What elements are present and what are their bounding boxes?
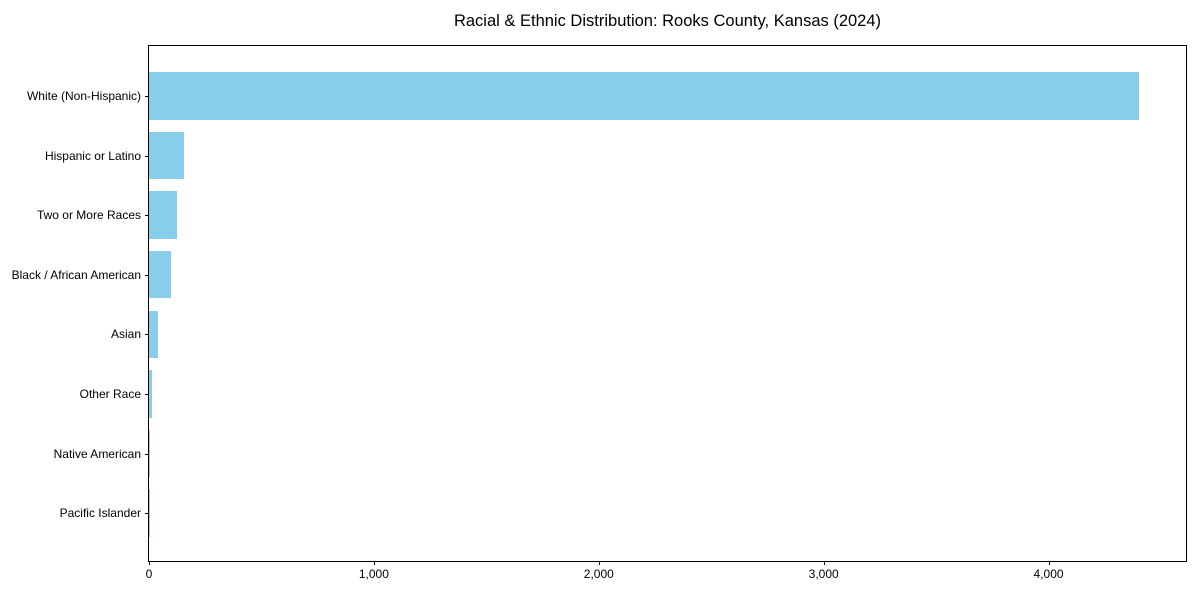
y-tick-mark (145, 155, 149, 157)
bar-asian (149, 310, 158, 359)
y-tick-mark (145, 95, 149, 97)
y-tick-label-black-african-american: Black / African American (11, 267, 141, 282)
x-tick-mark (598, 561, 600, 565)
x-tick-label-4-000: 4,000 (1033, 567, 1064, 581)
x-tick-label-0: 0 (145, 567, 153, 581)
y-tick-label-asian: Asian (110, 327, 141, 342)
y-tick-label-hispanic-or-latino: Hispanic or Latino (44, 148, 141, 163)
y-tick-mark (145, 513, 149, 515)
y-tick-mark (145, 393, 149, 395)
bar-native-american (149, 429, 150, 478)
bar-two-or-more-races (149, 191, 178, 239)
x-tick-mark (373, 561, 375, 565)
x-tick-label-1-000: 1,000 (358, 567, 389, 581)
y-tick-mark (145, 334, 149, 336)
y-tick-label-white-non-hispanic: White (Non-Hispanic) (26, 88, 141, 103)
bar-white-non-hispanic (149, 72, 1139, 120)
chart-title: Racial & Ethnic Distribution: Rooks Coun… (453, 12, 882, 30)
x-tick-mark (823, 561, 825, 565)
bar-black-african-american (149, 250, 172, 299)
y-tick-label-native-american: Native American (53, 446, 141, 461)
bar-other-race (149, 370, 153, 418)
x-tick-mark (1048, 561, 1050, 565)
x-tick-label-2-000: 2,000 (583, 567, 614, 581)
y-tick-label-other-race: Other Race (79, 386, 141, 401)
y-tick-mark (145, 215, 149, 217)
y-tick-label-two-or-more-races: Two or More Races (36, 208, 141, 223)
y-tick-mark (145, 453, 149, 455)
bar-hispanic-or-latino (149, 131, 184, 180)
y-tick-label-pacific-islander: Pacific Islander (59, 506, 141, 521)
y-tick-mark (145, 274, 149, 276)
plot-area: White (Non-Hispanic) Hispanic or Latino Tw… (12, 45, 1187, 580)
x-tick-label-3-000: 3,000 (808, 567, 839, 581)
x-tick-mark (149, 561, 150, 565)
